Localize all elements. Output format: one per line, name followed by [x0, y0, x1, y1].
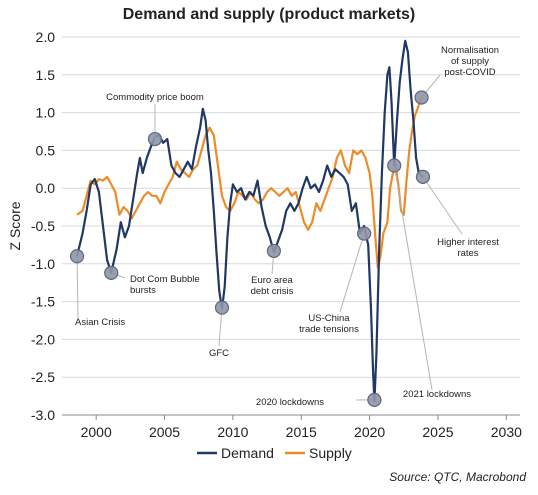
annotation-label: Normalisation of supply post-COVID [441, 45, 499, 78]
annotation-labels: Asian Crisis Dot Com Bubble bursts Commodit… [75, 45, 499, 408]
annotation-marker [387, 158, 402, 173]
y-tick-label: -0.5 [31, 218, 55, 234]
x-tick-label: 2005 [149, 424, 180, 440]
annotation-label: Dot Com Bubble bursts [130, 274, 200, 296]
y-tick-label: 1.5 [36, 67, 56, 83]
y-tick-label: 0.5 [36, 142, 56, 158]
annotation-label: Commodity price boom [106, 92, 204, 103]
series-line-supply [76, 97, 423, 269]
series-line-demand [75, 39, 424, 403]
x-tick-label: 2000 [81, 424, 112, 440]
annotation-marker [147, 131, 163, 147]
y-tick-label: 0.0 [36, 180, 56, 196]
annotation-marker [357, 226, 372, 241]
annotation-leader [339, 233, 365, 313]
y-tick-label: -1.0 [31, 256, 55, 272]
annotation-label: 2020 lockdowns [256, 397, 324, 408]
annotation-label: Euro area debt crisis [251, 275, 294, 297]
y-tick-label: -3.0 [31, 407, 55, 423]
annotation-marker [414, 90, 429, 105]
series-lines [75, 39, 424, 403]
source-note: Source: QTC, Macrobond [389, 470, 526, 484]
annotation-label: US-China trade tensions [299, 313, 359, 335]
annotation-leader [422, 176, 463, 235]
y-axis-label: Z Score [7, 201, 23, 250]
annotation-marker [415, 169, 431, 184]
legend: Demand Supply [197, 445, 352, 461]
x-tick-label: 2015 [286, 424, 317, 440]
legend-label-supply: Supply [309, 445, 352, 461]
x-tick-label: 2025 [422, 424, 453, 440]
annotation-leader [393, 165, 433, 391]
annotation-marker [266, 243, 282, 259]
axes: -3.0 -2.5 -2.0 -1.5 -1.0 -0.5 0.0 0.5 1.0 1.5 2.0 2… [7, 29, 522, 440]
x-tick-label: 2020 [354, 424, 385, 440]
y-tick-label: -1.5 [31, 294, 55, 310]
annotation-leader [76, 256, 79, 319]
annotation-marker [69, 249, 85, 264]
annotation-label: Asian Crisis [75, 317, 125, 328]
annotation-label: GFC [209, 348, 229, 359]
annotation-markers [69, 90, 431, 407]
x-tick-label: 2030 [491, 424, 522, 440]
y-tick-label: 2.0 [36, 29, 56, 45]
annotation-label: 2021 lockdowns [403, 389, 471, 400]
annotation-marker [367, 392, 382, 407]
annotation-marker [214, 300, 230, 315]
y-tick-label: -2.5 [31, 369, 55, 385]
y-tick-label: -2.0 [31, 331, 55, 347]
chart-title: Demand and supply (product markets) [122, 6, 416, 23]
annotation-label: Higher interest rates [437, 237, 499, 259]
annotation-marker [104, 265, 119, 280]
x-tick-label: 2010 [217, 424, 248, 440]
y-tick-label: 1.0 [36, 105, 56, 121]
legend-label-demand: Demand [221, 445, 274, 461]
